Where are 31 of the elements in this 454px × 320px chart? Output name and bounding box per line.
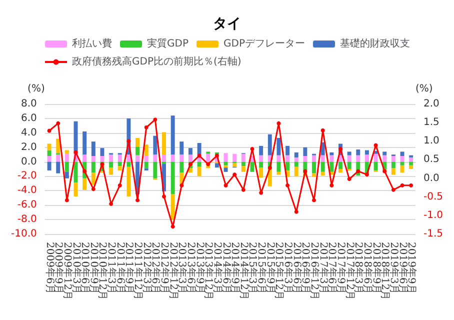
y2-tick-label: 2.0 (423, 98, 440, 110)
y2-tick-label: -1.0 (423, 210, 444, 221)
legend-label: 政府債務残高GDP比の前期比％(右軸) (72, 56, 242, 68)
y2-tick-label: -0.5 (423, 191, 444, 202)
legend-label: 利払い費 (72, 38, 112, 50)
y-tick-label: -2.0 (17, 170, 37, 182)
y2-tick-label: 0.5 (423, 154, 440, 166)
y-tick-label: -8.0 (17, 214, 37, 226)
y2-tick-label: 0.0 (423, 172, 440, 184)
y-tick-label: -6.0 (17, 200, 37, 211)
x-tick-label: 2011年3月 (106, 242, 118, 294)
y2-tick-label: 1.0 (423, 136, 440, 147)
y2-tick-label: 1.5 (423, 117, 440, 128)
legend-label: 実質GDP (147, 38, 189, 50)
y-tick-label: 2.0 (20, 142, 37, 153)
y-tick-label: -4.0 (17, 185, 37, 196)
y2-axis-title: (%) (415, 84, 433, 94)
y-tick-label: 8.0 (20, 98, 37, 110)
x-tick-label: 2012年9月 (158, 242, 170, 294)
x-tick-label: 2009年6月 (44, 242, 56, 294)
x-tick-label: 2016年3月 (282, 242, 294, 294)
y-tick-label: 0.0 (20, 156, 37, 168)
y-axis-title: (%) (28, 84, 45, 94)
y-tick-label: -10.0 (11, 228, 37, 240)
y-tick-label: 6.0 (20, 112, 37, 124)
legend-label: 基礎的財政収支 (340, 38, 410, 50)
legend-label: GDPデフレーター (224, 38, 305, 50)
chart-title: タイ (213, 16, 241, 32)
y-tick-label: 4.0 (20, 127, 37, 138)
y2-tick-label: -1.5 (423, 228, 444, 240)
x-tick-label: 2015年6月 (256, 242, 268, 294)
